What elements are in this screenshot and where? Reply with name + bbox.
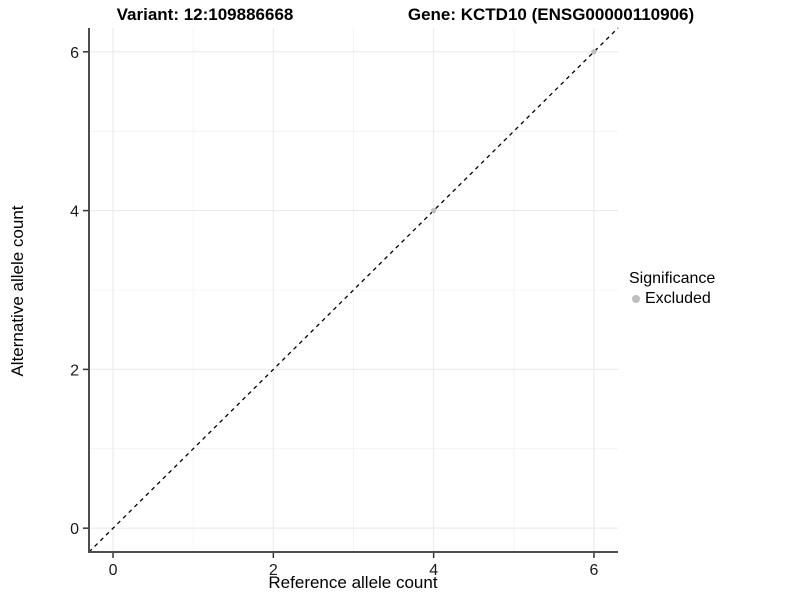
legend-title: Significance <box>629 270 716 287</box>
chart-title-variant: Variant: 12:109886668 <box>116 5 294 24</box>
x-tick-label: 6 <box>590 562 599 579</box>
y-axis-title: Alternative allele count <box>8 205 27 377</box>
y-tick-label: 6 <box>70 45 79 62</box>
legend-item-label: Excluded <box>645 290 711 307</box>
legend: Significance Excluded <box>629 270 715 308</box>
chart-title-gene: Gene: KCTD10 (ENSG00000110906) <box>407 5 695 24</box>
excluded-point-icon <box>632 295 640 303</box>
x-tick-label: 2 <box>269 562 278 579</box>
x-tick-label: 0 <box>109 562 118 579</box>
data-point <box>591 49 597 55</box>
y-tick-label: 4 <box>70 204 79 221</box>
y-tick-label: 2 <box>70 362 79 379</box>
legend-item-excluded: Excluded <box>629 290 715 308</box>
y-tick-label: 0 <box>70 521 79 538</box>
x-tick-label: 4 <box>429 562 438 579</box>
x-axis-title: Reference allele count <box>268 573 438 592</box>
data-point <box>431 208 437 214</box>
